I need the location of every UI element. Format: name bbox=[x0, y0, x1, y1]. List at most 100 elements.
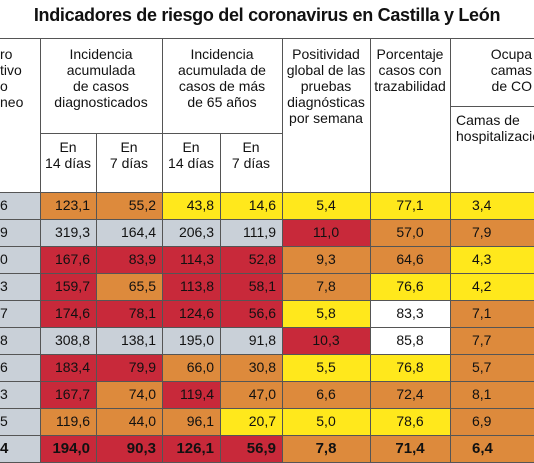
header-65-7-dias: En 7 días bbox=[220, 133, 282, 192]
table-top-border bbox=[0, 38, 534, 39]
cell-camas-hosp: 8,1 bbox=[450, 381, 534, 408]
row-cut-label: 7 bbox=[0, 300, 40, 327]
row-divider bbox=[0, 246, 534, 247]
column-divider bbox=[40, 38, 41, 462]
row-divider bbox=[0, 381, 534, 382]
cell-positividad: 9,3 bbox=[282, 246, 370, 273]
cell-positividad: 7,8 bbox=[282, 435, 370, 462]
row-cut-label: 4 bbox=[0, 435, 40, 462]
cell-inc65-14: 124,6 bbox=[162, 300, 220, 327]
cell-inc65-14: 113,8 bbox=[162, 273, 220, 300]
column-divider bbox=[282, 38, 283, 462]
cell-positividad: 10,3 bbox=[282, 327, 370, 354]
header-positividad: Positividad global de las pruebas diagnósti… bbox=[282, 38, 370, 192]
cell-inc14: 183,4 bbox=[40, 354, 96, 381]
cell-inc65-7: 58,1 bbox=[220, 273, 282, 300]
cell-inc65-7: 30,8 bbox=[220, 354, 282, 381]
column-divider bbox=[220, 133, 221, 462]
cell-inc14: 167,6 bbox=[40, 246, 96, 273]
cell-trazabilidad: 78,6 bbox=[370, 408, 450, 435]
cell-inc65-7: 91,8 bbox=[220, 327, 282, 354]
cell-inc14: 167,7 bbox=[40, 381, 96, 408]
cell-inc7: 78,1 bbox=[96, 300, 162, 327]
cell-inc7: 74,0 bbox=[96, 381, 162, 408]
cell-inc65-7: 111,9 bbox=[220, 219, 282, 246]
cell-trazabilidad: 64,6 bbox=[370, 246, 450, 273]
header-incidencia: Incidencia acumulada de casos diagnosticado… bbox=[40, 38, 162, 133]
cell-positividad: 5,8 bbox=[282, 300, 370, 327]
cell-camas-hosp: 5,7 bbox=[450, 354, 534, 381]
header-14-dias: En 14 días bbox=[40, 133, 96, 192]
cell-inc14: 123,1 bbox=[40, 192, 96, 219]
cell-inc65-14: 206,3 bbox=[162, 219, 220, 246]
cell-camas-hosp: 4,3 bbox=[450, 246, 534, 273]
cell-inc65-7: 14,6 bbox=[220, 192, 282, 219]
cell-trazabilidad: 77,1 bbox=[370, 192, 450, 219]
row-cut-label: 3 bbox=[0, 273, 40, 300]
cell-camas-hosp: 7,1 bbox=[450, 300, 534, 327]
cell-trazabilidad: 85,8 bbox=[370, 327, 450, 354]
row-cut-label: 8 bbox=[0, 327, 40, 354]
row-cut-label: 5 bbox=[0, 408, 40, 435]
cell-positividad: 5,0 bbox=[282, 408, 370, 435]
header-cut-column: ro tivo o neo bbox=[0, 38, 40, 192]
cell-inc65-7: 20,7 bbox=[220, 408, 282, 435]
row-divider bbox=[0, 300, 534, 301]
header-ocupacion: Ocupa camas de CO bbox=[450, 38, 534, 106]
cell-camas-hosp: 6,9 bbox=[450, 408, 534, 435]
row-cut-label: 9 bbox=[0, 219, 40, 246]
cell-inc14: 119,6 bbox=[40, 408, 96, 435]
cell-trazabilidad: 71,4 bbox=[370, 435, 450, 462]
cell-inc65-14: 43,8 bbox=[162, 192, 220, 219]
cell-trazabilidad: 83,3 bbox=[370, 300, 450, 327]
cell-inc65-14: 119,4 bbox=[162, 381, 220, 408]
row-divider bbox=[0, 408, 534, 409]
cell-camas-hosp: 3,4 bbox=[450, 192, 534, 219]
cell-inc7: 164,4 bbox=[96, 219, 162, 246]
row-divider bbox=[0, 327, 534, 328]
cell-inc7: 44,0 bbox=[96, 408, 162, 435]
header-subdivider bbox=[450, 106, 534, 107]
row-cut-label: 3 bbox=[0, 381, 40, 408]
header-incidencia-65: Incidencia acumulada de casos de más de 65 … bbox=[162, 38, 282, 133]
cell-inc7: 65,5 bbox=[96, 273, 162, 300]
cell-camas-hosp: 7,7 bbox=[450, 327, 534, 354]
cell-positividad: 11,0 bbox=[282, 219, 370, 246]
row-divider bbox=[0, 219, 534, 220]
cell-trazabilidad: 72,4 bbox=[370, 381, 450, 408]
cell-positividad: 7,8 bbox=[282, 273, 370, 300]
cell-inc65-14: 126,1 bbox=[162, 435, 220, 462]
row-cut-label: 0 bbox=[0, 246, 40, 273]
header-65-14-dias: En 14 días bbox=[162, 133, 220, 192]
header-trazabilidad: Porcentaje casos con trazabilidad bbox=[370, 38, 450, 192]
cell-camas-hosp: 6,4 bbox=[450, 435, 534, 462]
row-divider bbox=[0, 354, 534, 355]
cell-inc14: 308,8 bbox=[40, 327, 96, 354]
column-divider bbox=[96, 133, 97, 462]
cell-inc7: 55,2 bbox=[96, 192, 162, 219]
column-divider bbox=[370, 38, 371, 462]
column-divider bbox=[450, 38, 451, 462]
cell-inc65-14: 114,3 bbox=[162, 246, 220, 273]
cell-trazabilidad: 57,0 bbox=[370, 219, 450, 246]
page-title: Indicadores de riesgo del coronavirus en… bbox=[33, 5, 501, 25]
cell-inc7: 79,9 bbox=[96, 354, 162, 381]
cell-inc65-7: 52,8 bbox=[220, 246, 282, 273]
cell-inc14: 174,6 bbox=[40, 300, 96, 327]
header-subdivider bbox=[40, 133, 282, 134]
cell-inc14: 194,0 bbox=[40, 435, 96, 462]
row-cut-label: 6 bbox=[0, 354, 40, 381]
cell-inc65-14: 66,0 bbox=[162, 354, 220, 381]
row-cut-label: 6 bbox=[0, 192, 40, 219]
cell-inc14: 159,7 bbox=[40, 273, 96, 300]
cell-inc65-14: 195,0 bbox=[162, 327, 220, 354]
cell-inc7: 138,1 bbox=[96, 327, 162, 354]
cell-inc65-7: 56,6 bbox=[220, 300, 282, 327]
cell-inc7: 90,3 bbox=[96, 435, 162, 462]
cell-camas-hosp: 7,9 bbox=[450, 219, 534, 246]
cell-trazabilidad: 76,8 bbox=[370, 354, 450, 381]
cell-inc65-7: 56,9 bbox=[220, 435, 282, 462]
cell-positividad: 6,6 bbox=[282, 381, 370, 408]
cell-trazabilidad: 76,6 bbox=[370, 273, 450, 300]
column-divider bbox=[162, 38, 163, 462]
